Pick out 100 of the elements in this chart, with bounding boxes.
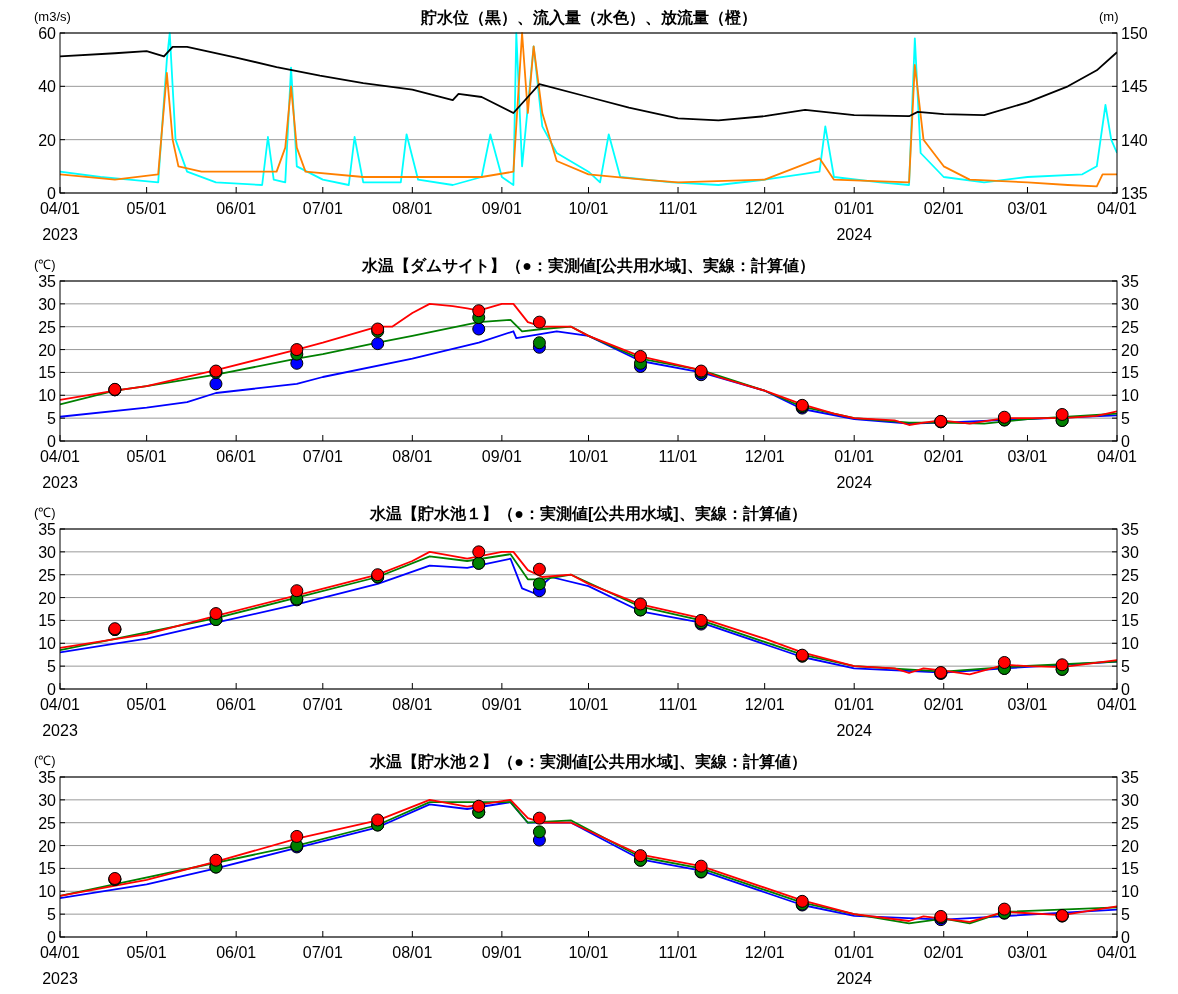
y-tick-label: 30 xyxy=(38,791,57,809)
y-axis-title: (℃) xyxy=(34,753,56,768)
y-tick-label: 30 xyxy=(38,543,57,561)
y2-tick-label: 0 xyxy=(1121,929,1130,946)
y2-tick-label: 15 xyxy=(1121,612,1139,630)
y-tick-label: 35 xyxy=(38,769,57,786)
y2-tick-label: 135 xyxy=(1121,185,1148,202)
y-tick-label: 0 xyxy=(47,185,57,202)
x-tick-label: 02/01 xyxy=(923,944,964,961)
y2-tick-label: 20 xyxy=(1121,341,1139,359)
x-tick-label: 03/01 xyxy=(1007,944,1048,961)
y-tick-label: 10 xyxy=(38,883,57,901)
x-tick-label: 04/01 2023 xyxy=(39,696,81,739)
x-tick-label: 04/01 2023 xyxy=(39,448,81,491)
x-tick-label: 07/01 xyxy=(302,696,343,713)
x-tick-label: 04/01 xyxy=(1096,448,1138,465)
y-tick-label: 5 xyxy=(47,906,57,924)
y-tick-label: 0 xyxy=(47,681,57,698)
y-tick-label: 15 xyxy=(38,860,57,878)
y2-tick-label: 0 xyxy=(1121,681,1130,698)
y2-tick-label: 20 xyxy=(1121,589,1139,607)
y2-tick-label: 20 xyxy=(1121,837,1139,855)
x-tick-label: 08/01 xyxy=(392,448,433,465)
y-axis-title: (℃) xyxy=(34,505,56,520)
x-tick-label: 01/01 2024 xyxy=(834,696,875,739)
x-tick-label: 03/01 xyxy=(1007,200,1048,217)
y-tick-label: 20 xyxy=(38,589,57,607)
x-tick-label: 10/01 xyxy=(568,696,609,713)
x-tick-label: 08/01 xyxy=(392,200,433,217)
x-tick-label: 07/01 xyxy=(302,944,343,961)
x-tick-label: 02/01 xyxy=(923,448,964,465)
x-tick-label: 01/01 2024 xyxy=(834,448,875,491)
x-tick-label: 03/01 xyxy=(1007,696,1048,713)
x-tick-label: 09/01 xyxy=(481,448,522,465)
x-tick-label: 10/01 xyxy=(568,448,609,465)
x-tick-label: 12/01 xyxy=(744,200,785,217)
x-tick-label: 04/01 xyxy=(1096,944,1138,961)
y-tick-label: 20 xyxy=(38,131,57,149)
y-tick-label: 20 xyxy=(38,837,57,855)
x-tick-label: 10/01 xyxy=(568,200,609,217)
y2-tick-label: 25 xyxy=(1121,814,1139,832)
chart-title: 貯水位（黒）、流入量（水色）、放流量（橙） xyxy=(419,8,757,27)
y-tick-label: 5 xyxy=(47,410,57,428)
x-tick-label: 01/01 2024 xyxy=(834,200,875,243)
y-tick-label: 35 xyxy=(38,273,57,290)
y-tick-label: 0 xyxy=(47,929,57,946)
y2-tick-label: 35 xyxy=(1121,521,1139,538)
y-tick-label: 30 xyxy=(38,295,57,313)
x-tick-label: 01/01 2024 xyxy=(834,944,875,987)
y2-tick-label: 150 xyxy=(1121,25,1148,42)
y2-tick-label: 15 xyxy=(1121,364,1139,382)
chart-title: 水温【貯水池１】（●：実測値[公共用水域]、実線：計算値） xyxy=(369,504,807,523)
y2-tick-label: 5 xyxy=(1121,658,1130,676)
chart-title: 水温【ダムサイト】（●：実測値[公共用水域]、実線：計算値） xyxy=(361,256,815,275)
y-tick-label: 35 xyxy=(38,521,57,538)
y2-tick-label: 25 xyxy=(1121,566,1139,584)
x-tick-label: 11/01 xyxy=(658,200,698,217)
y2-tick-label: 5 xyxy=(1121,410,1130,428)
x-tick-label: 09/01 xyxy=(481,944,522,961)
y2-tick-label: 10 xyxy=(1121,635,1139,653)
x-tick-label: 05/01 xyxy=(126,696,167,713)
x-tick-label: 11/01 xyxy=(658,696,698,713)
y-tick-label: 10 xyxy=(38,635,57,653)
x-tick-label: 04/01 2023 xyxy=(39,200,81,243)
y-tick-label: 25 xyxy=(38,318,57,336)
x-tick-label: 11/01 xyxy=(658,448,698,465)
y-tick-label: 20 xyxy=(38,341,57,359)
x-tick-label: 05/01 xyxy=(126,200,167,217)
y2-tick-label: 30 xyxy=(1121,543,1139,561)
y-tick-label: 25 xyxy=(38,814,57,832)
y-tick-label: 40 xyxy=(38,78,57,96)
y2-tick-label: 25 xyxy=(1121,318,1139,336)
y2-tick-label: 15 xyxy=(1121,860,1139,878)
y2-tick-label: 10 xyxy=(1121,883,1139,901)
x-tick-label: 04/01 2023 xyxy=(39,944,81,987)
y-tick-label: 0 xyxy=(47,433,57,450)
y2-tick-label: 35 xyxy=(1121,273,1139,290)
chart-title: 水温【貯水池２】（●：実測値[公共用水域]、実線：計算値） xyxy=(369,752,807,771)
y2-tick-label: 30 xyxy=(1121,295,1139,313)
x-tick-label: 10/01 xyxy=(568,944,609,961)
y2-tick-label: 145 xyxy=(1121,78,1148,96)
x-tick-label: 12/01 xyxy=(744,448,785,465)
y2-tick-label: 140 xyxy=(1121,131,1148,149)
x-tick-label: 12/01 xyxy=(744,944,785,961)
x-tick-label: 02/01 xyxy=(923,200,964,217)
y-tick-label: 60 xyxy=(38,25,57,42)
y2-tick-label: 10 xyxy=(1121,387,1139,405)
y-axis-title: (℃) xyxy=(34,257,56,272)
y-tick-label: 25 xyxy=(38,566,57,584)
x-tick-label: 02/01 xyxy=(923,696,964,713)
y-tick-label: 15 xyxy=(38,612,57,630)
y2-tick-label: 5 xyxy=(1121,906,1130,924)
x-tick-label: 12/01 xyxy=(744,696,785,713)
x-tick-label: 06/01 xyxy=(216,696,257,713)
x-tick-label: 07/01 xyxy=(302,200,343,217)
y-tick-label: 5 xyxy=(47,658,57,676)
y2-tick-label: 35 xyxy=(1121,769,1139,786)
x-tick-label: 05/01 xyxy=(126,448,167,465)
x-tick-label: 07/01 xyxy=(302,448,343,465)
y2-tick-label: 0 xyxy=(1121,433,1130,450)
